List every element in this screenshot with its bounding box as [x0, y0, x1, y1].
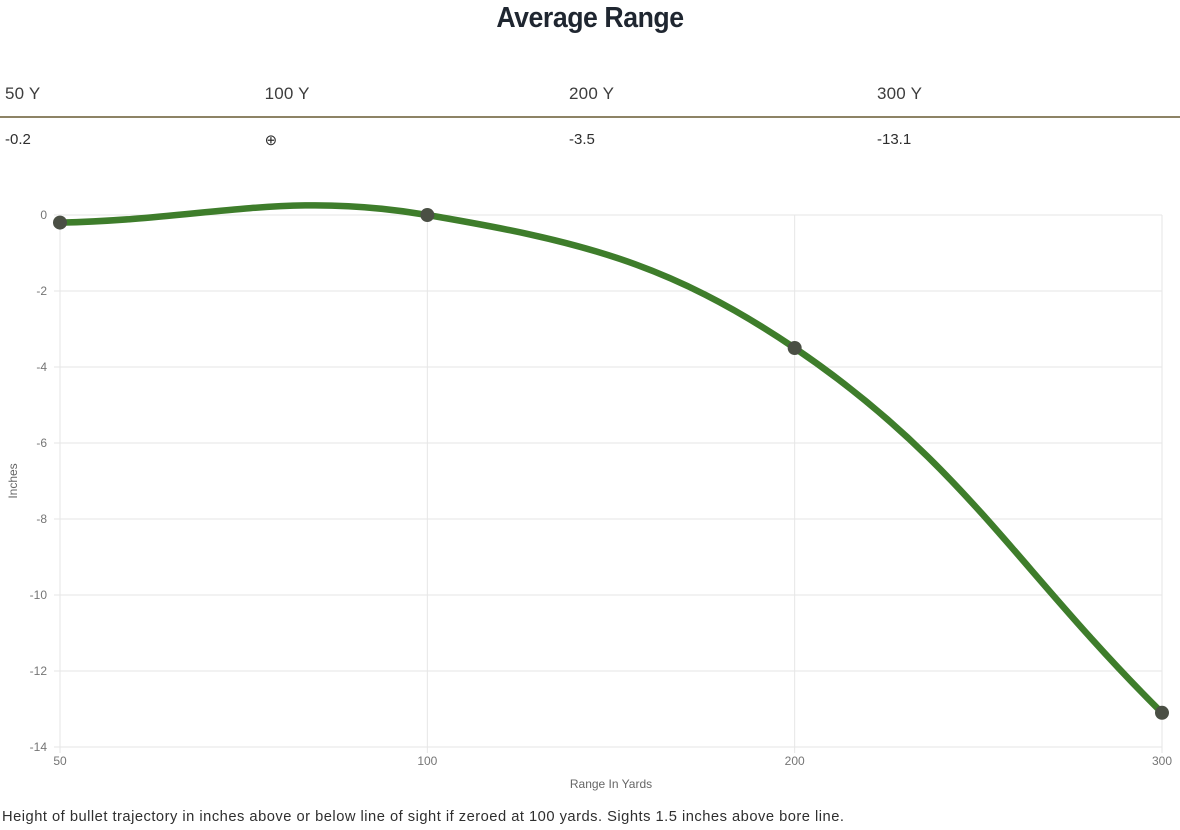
data-point-300y[interactable]: [1155, 705, 1169, 720]
x-tick-label: 100: [417, 754, 437, 768]
chart-footnote: Height of bullet trajectory in inches ab…: [2, 808, 845, 825]
y-tick-label: -6: [36, 436, 47, 450]
page-title: Average Range: [496, 2, 684, 34]
y-axis-title: Inches: [6, 463, 20, 498]
y-tick-label: 0: [40, 208, 47, 222]
range-summary-table: 50 Y 100 Y 200 Y 300 Y -0.2 ⊕ -3.5 -13.1: [0, 82, 1180, 157]
x-axis-title: Range In Yards: [570, 777, 652, 791]
x-tick-label: 50: [53, 754, 67, 768]
zero-crosshair-icon: ⊕: [264, 132, 278, 149]
x-tick-label: 200: [785, 754, 805, 768]
data-point-50y[interactable]: [53, 215, 67, 230]
data-point-200y[interactable]: [787, 341, 802, 355]
data-point-100y[interactable]: [420, 208, 435, 222]
y-tick-label: -14: [30, 740, 48, 754]
y-tick-label: -4: [36, 360, 47, 374]
range-header-50y: 50 Y: [5, 84, 41, 103]
range-header-row: 50 Y 100 Y 200 Y 300 Y: [0, 82, 1180, 116]
range-values-row: -0.2 ⊕ -3.5 -13.1: [0, 118, 1180, 157]
y-tick-label: -8: [36, 512, 47, 526]
y-tick-label: -10: [30, 588, 48, 602]
drop-value-300y: -13.1: [877, 131, 912, 148]
range-header-300y: 300 Y: [877, 84, 923, 103]
trajectory-chart[interactable]: 0 -2 -4 -6 -8 -10 -12 -14 50 100 200 300 Range In Ya…: [0, 190, 1180, 800]
y-tick-label: -12: [30, 664, 48, 678]
range-header-100y: 100 Y: [264, 84, 310, 103]
x-tick-label: 300: [1152, 754, 1172, 768]
y-tick-label: -2: [36, 284, 47, 298]
summary-divider: [0, 116, 1180, 118]
range-header-200y: 200 Y: [569, 84, 615, 103]
trajectory-chart-svg[interactable]: 0 -2 -4 -6 -8 -10 -12 -14 50 100 200 300 Range In Ya…: [0, 190, 1180, 800]
drop-value-200y: -3.5: [569, 131, 595, 148]
trajectory-line: [56, 202, 1166, 717]
drop-value-50y: -0.2: [5, 131, 31, 148]
